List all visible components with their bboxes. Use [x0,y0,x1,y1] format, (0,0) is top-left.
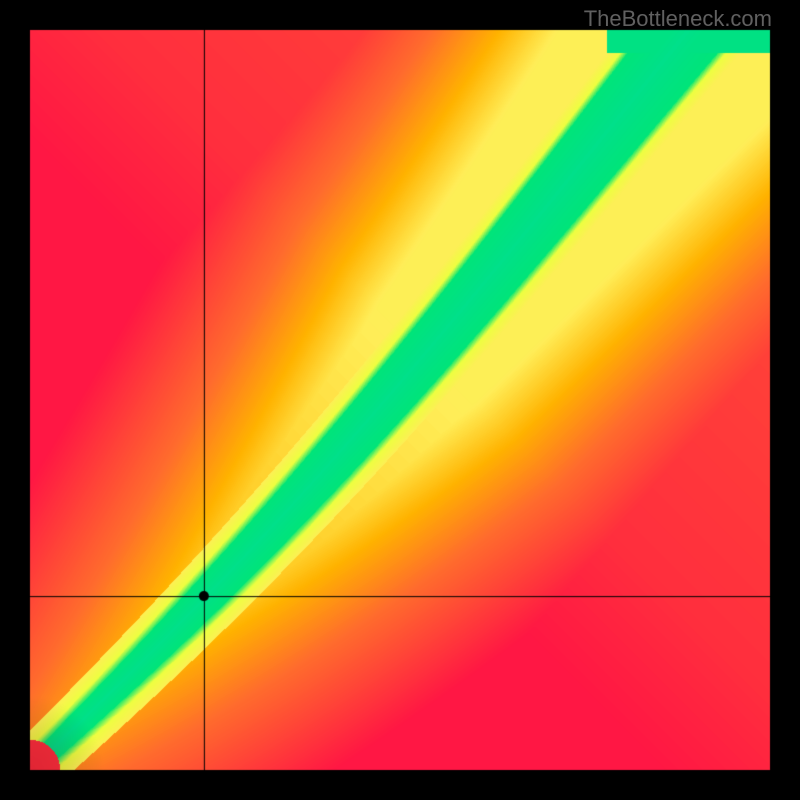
watermark-text: TheBottleneck.com [584,6,772,32]
chart-container: TheBottleneck.com [0,0,800,800]
bottleneck-heatmap [0,0,800,800]
